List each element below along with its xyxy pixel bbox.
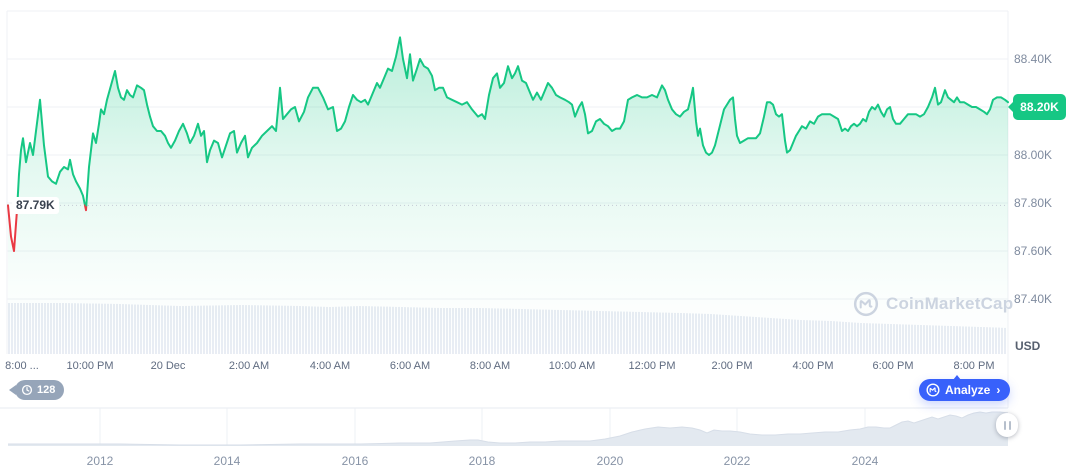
price-line-segment <box>16 98 86 207</box>
navigator-area <box>8 412 1008 446</box>
chevron-right-icon: › <box>996 383 1001 397</box>
navigator[interactable] <box>0 407 1009 446</box>
analyze-button-label: Analyze <box>945 383 991 397</box>
navigator-resize-handle[interactable] <box>996 413 1018 437</box>
coinmarketcap-logo-icon <box>926 383 940 397</box>
analyze-button[interactable]: Analyze › <box>919 375 1011 401</box>
price-line-segment <box>84 204 88 212</box>
price-line-segment <box>85 36 1009 207</box>
price-area-fill <box>8 37 1008 355</box>
